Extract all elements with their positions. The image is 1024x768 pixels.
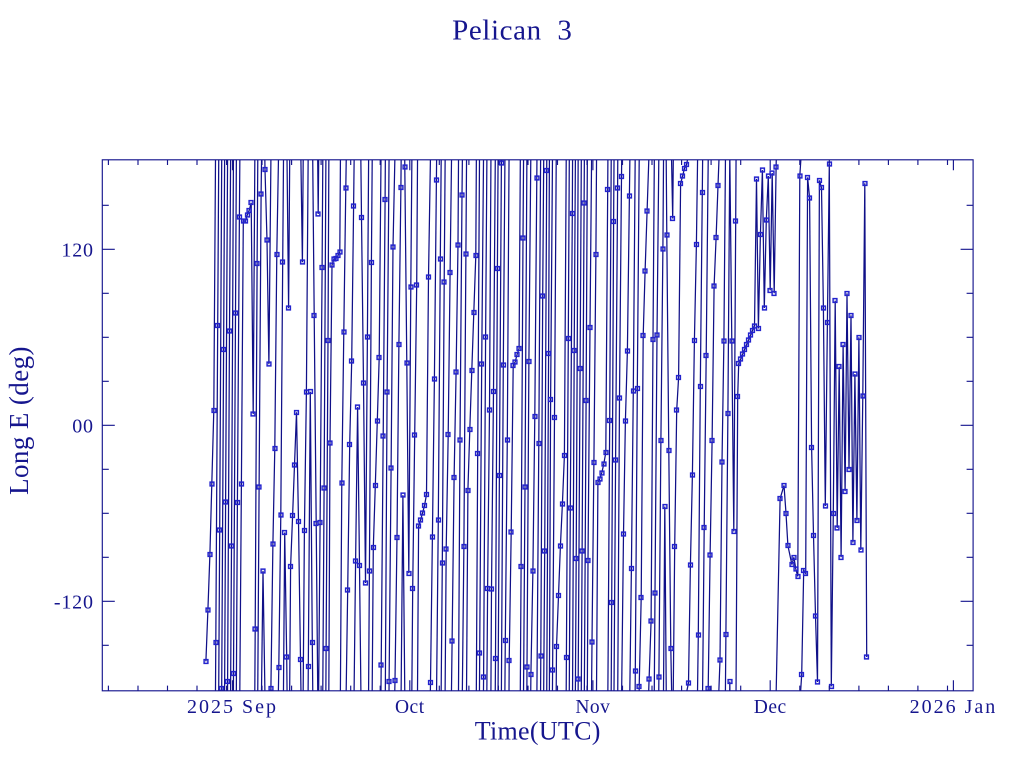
svg-text:Nov: Nov [575, 697, 610, 718]
svg-text:2025 Sep: 2025 Sep [187, 696, 278, 718]
svg-text:Long E (deg): Long E (deg) [4, 346, 34, 495]
svg-text:120: 120 [61, 239, 93, 261]
svg-text:-120: -120 [54, 591, 94, 613]
svg-text:Oct: Oct [395, 697, 425, 718]
svg-text:00: 00 [72, 415, 94, 437]
svg-text:2026 Jan: 2026 Jan [910, 696, 998, 718]
svg-text:Dec: Dec [754, 697, 787, 718]
svg-text:Pelican 3: Pelican 3 [452, 15, 572, 47]
svg-text:Time(UTC): Time(UTC) [475, 717, 601, 746]
